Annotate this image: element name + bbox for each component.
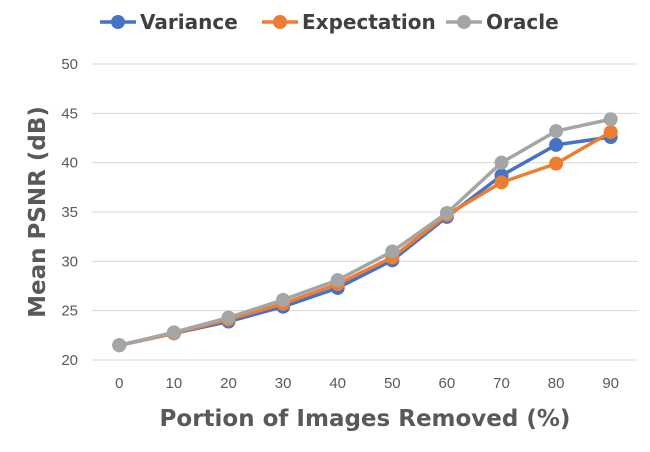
series-line [118,117,612,347]
x-tick-label: 30 [275,375,292,392]
x-tick-label: 50 [384,375,401,392]
data-point [221,310,236,325]
data-point [330,273,345,288]
data-point [603,125,618,140]
legend-marker [273,15,287,29]
series-line [118,130,612,347]
x-tick-label: 10 [166,375,183,392]
y-tick-label: 40 [61,155,78,172]
data-point [439,205,454,220]
legend-item: Oracle [446,10,559,34]
legend-marker [457,15,471,29]
series-variance [112,130,618,353]
data-point [276,292,291,307]
y-tick-label: 25 [61,303,78,320]
legend: Variance Expectation Oracle [100,10,559,34]
data-point [166,325,181,340]
x-tick-label: 0 [115,375,123,392]
data-point [549,156,564,171]
x-axis-title: Portion of Images Removed (%) [160,406,571,432]
y-tick-label: 20 [61,352,78,369]
data-point [603,112,618,127]
x-tick-label: 20 [220,375,237,392]
series-oracle [112,112,618,353]
legend-label: Variance [140,10,238,34]
x-tick-label: 60 [439,375,456,392]
y-tick-label: 45 [61,105,78,122]
legend-item: Variance [100,10,238,34]
series-line [118,135,611,347]
data-point [112,338,127,353]
gridlines [92,63,638,361]
legend-marker [111,15,125,29]
data-point [385,244,400,259]
x-axis-ticks: 0 10 20 30 40 50 60 70 80 90 [115,375,619,392]
data-point [494,175,509,190]
series-lines [112,112,618,353]
legend-label: Oracle [486,10,559,34]
legend-item: Expectation [262,10,436,34]
y-axis-title: Mean PSNR (dB) [25,106,51,318]
legend-label: Expectation [302,10,436,34]
x-tick-label: 40 [329,375,346,392]
x-tick-label: 70 [493,375,510,392]
x-tick-label: 80 [548,375,565,392]
y-tick-label: 30 [61,253,78,270]
y-axis-ticks: 20 25 30 35 40 45 50 [61,56,78,369]
x-tick-label: 90 [602,375,619,392]
y-tick-label: 35 [61,204,78,221]
data-point [549,137,564,152]
data-point [494,155,509,170]
series-expectation [112,125,618,353]
data-point [549,124,564,139]
y-tick-label: 50 [61,56,78,73]
